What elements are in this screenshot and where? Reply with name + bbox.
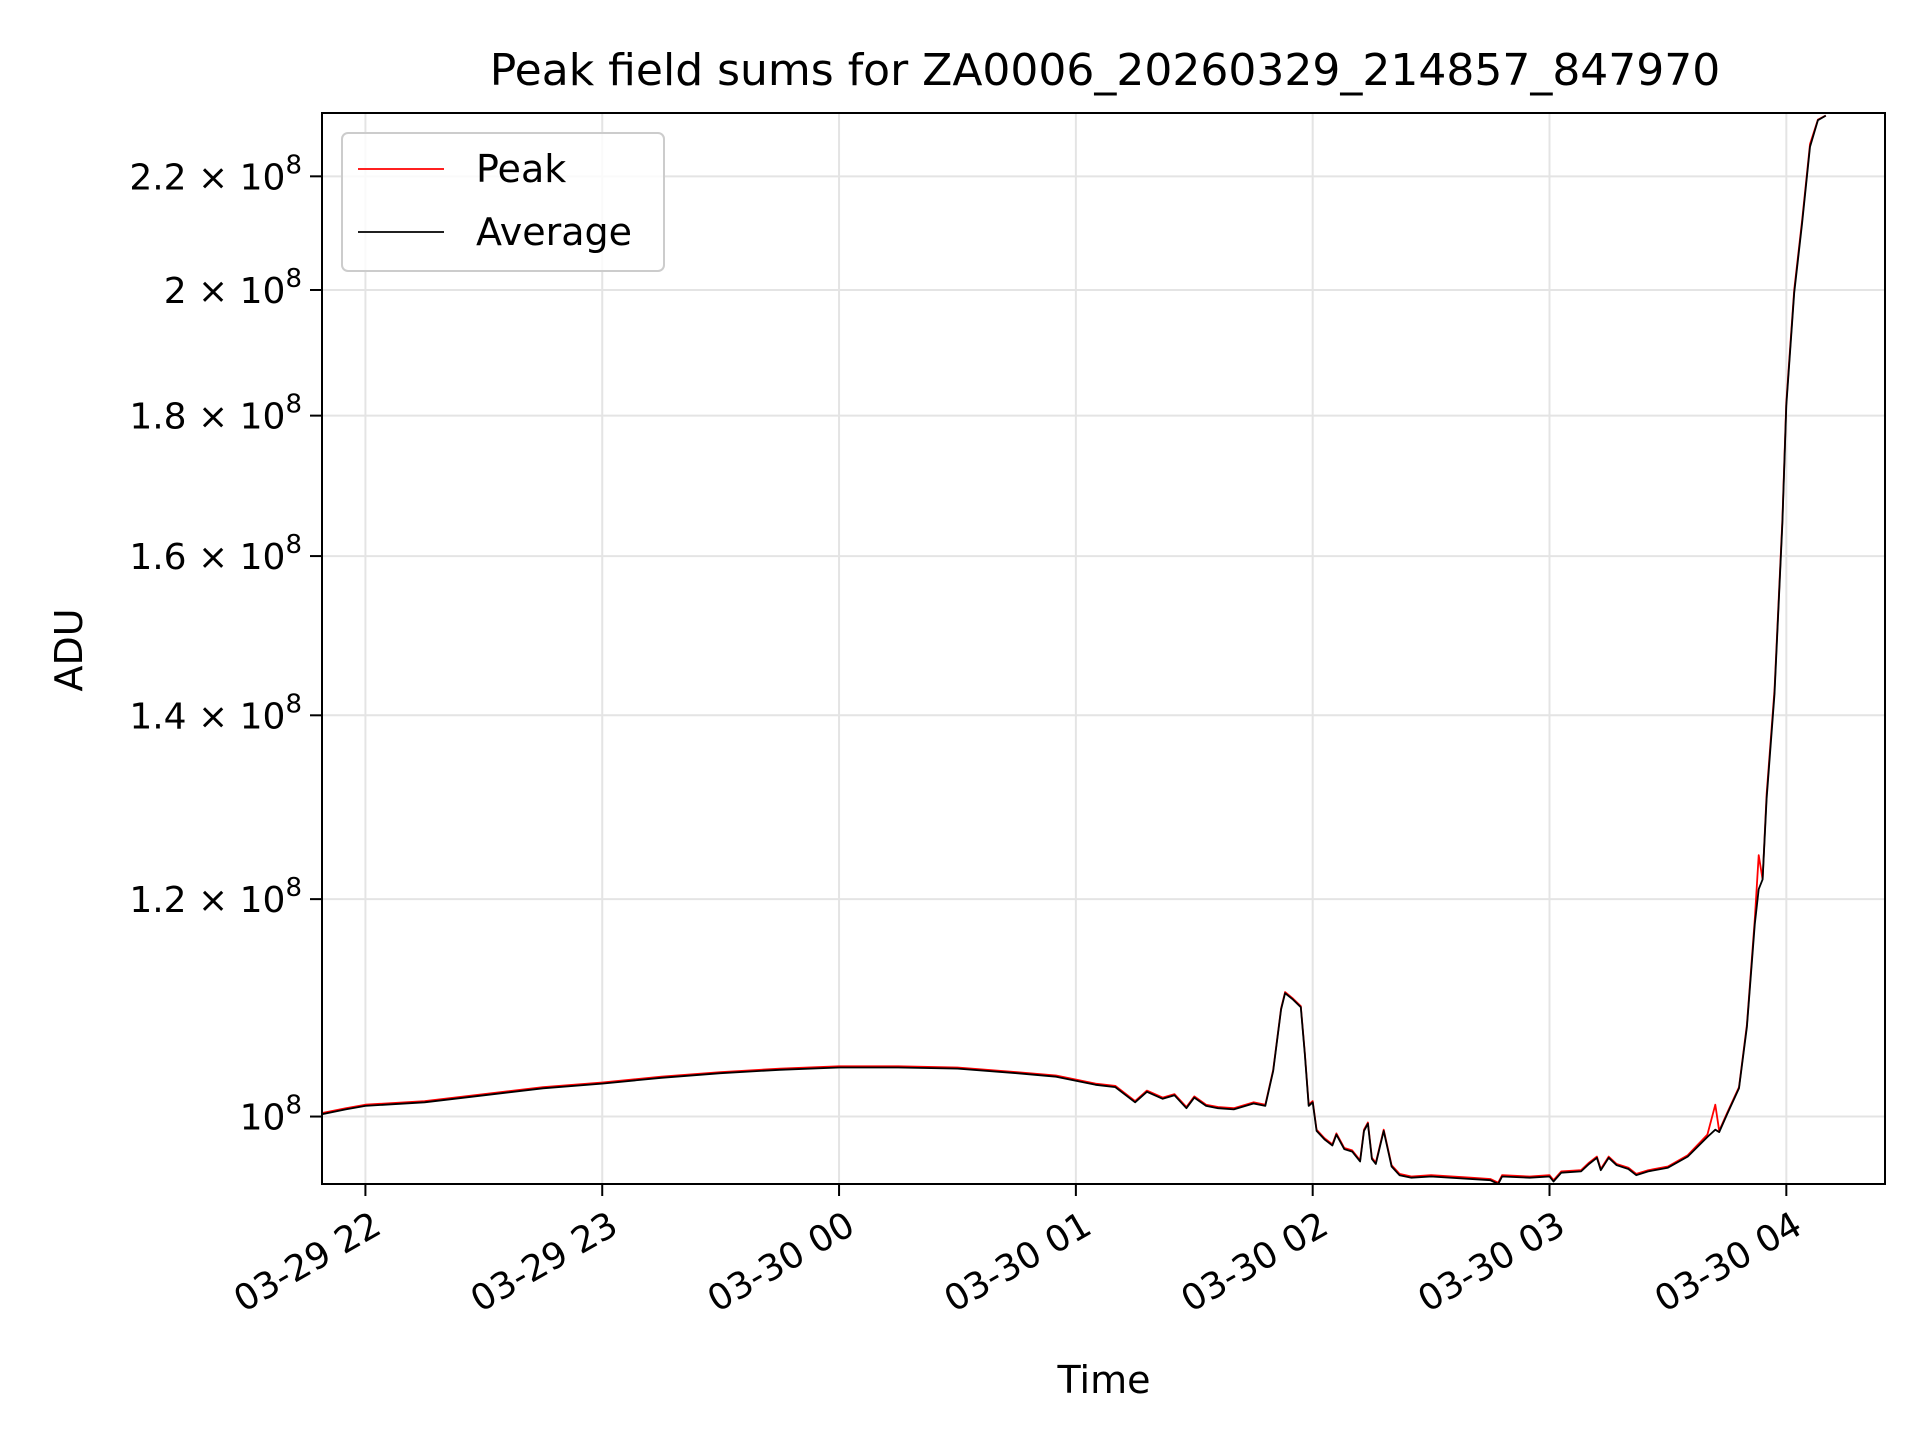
y-tick-mantissa: 10	[240, 1098, 286, 1139]
y-tick-mantissa: 1.2 × 10	[129, 880, 285, 921]
y-tick-mantissa: 2.2 × 10	[129, 157, 285, 198]
y-tick-label: 1.6 × 108	[129, 530, 302, 578]
plot-frame	[321, 112, 1886, 1185]
y-tick-label: 1.8 × 108	[129, 390, 302, 438]
y-tick-label: 108	[240, 1091, 302, 1139]
y-tick-label: 2 × 108	[164, 264, 302, 312]
y-tick-mantissa: 1.6 × 10	[129, 537, 285, 578]
legend-box	[341, 132, 665, 272]
y-tick-exponent: 8	[285, 264, 302, 294]
y-tick-label: 1.2 × 108	[129, 873, 302, 921]
y-tick-exponent: 8	[285, 689, 302, 719]
legend-label-average: Average	[476, 210, 632, 254]
y-tick-exponent: 8	[285, 873, 302, 903]
y-tick-label: 1.4 × 108	[129, 689, 302, 737]
grid	[322, 113, 1885, 1184]
y-tick-exponent: 8	[285, 390, 302, 420]
y-tick-label: 2.2 × 108	[129, 150, 302, 198]
y-tick-mantissa: 2 × 10	[164, 271, 286, 312]
y-tick-exponent: 8	[285, 1091, 302, 1121]
legend-label-peak: Peak	[476, 147, 566, 191]
x-axis-label: Time	[1057, 1358, 1151, 1402]
plot-lines	[322, 114, 1827, 1184]
y-tick-exponent: 8	[285, 150, 302, 180]
series-line-average	[322, 114, 1827, 1184]
y-axis-label: ADU	[47, 608, 91, 691]
y-tick-mantissa: 1.4 × 10	[129, 696, 285, 737]
y-tick-exponent: 8	[285, 530, 302, 560]
y-tick-mantissa: 1.8 × 10	[129, 397, 285, 438]
chart-title: Peak field sums for ZA0006_20260329_2148…	[490, 45, 1721, 96]
legend: Peak Average	[341, 132, 665, 272]
